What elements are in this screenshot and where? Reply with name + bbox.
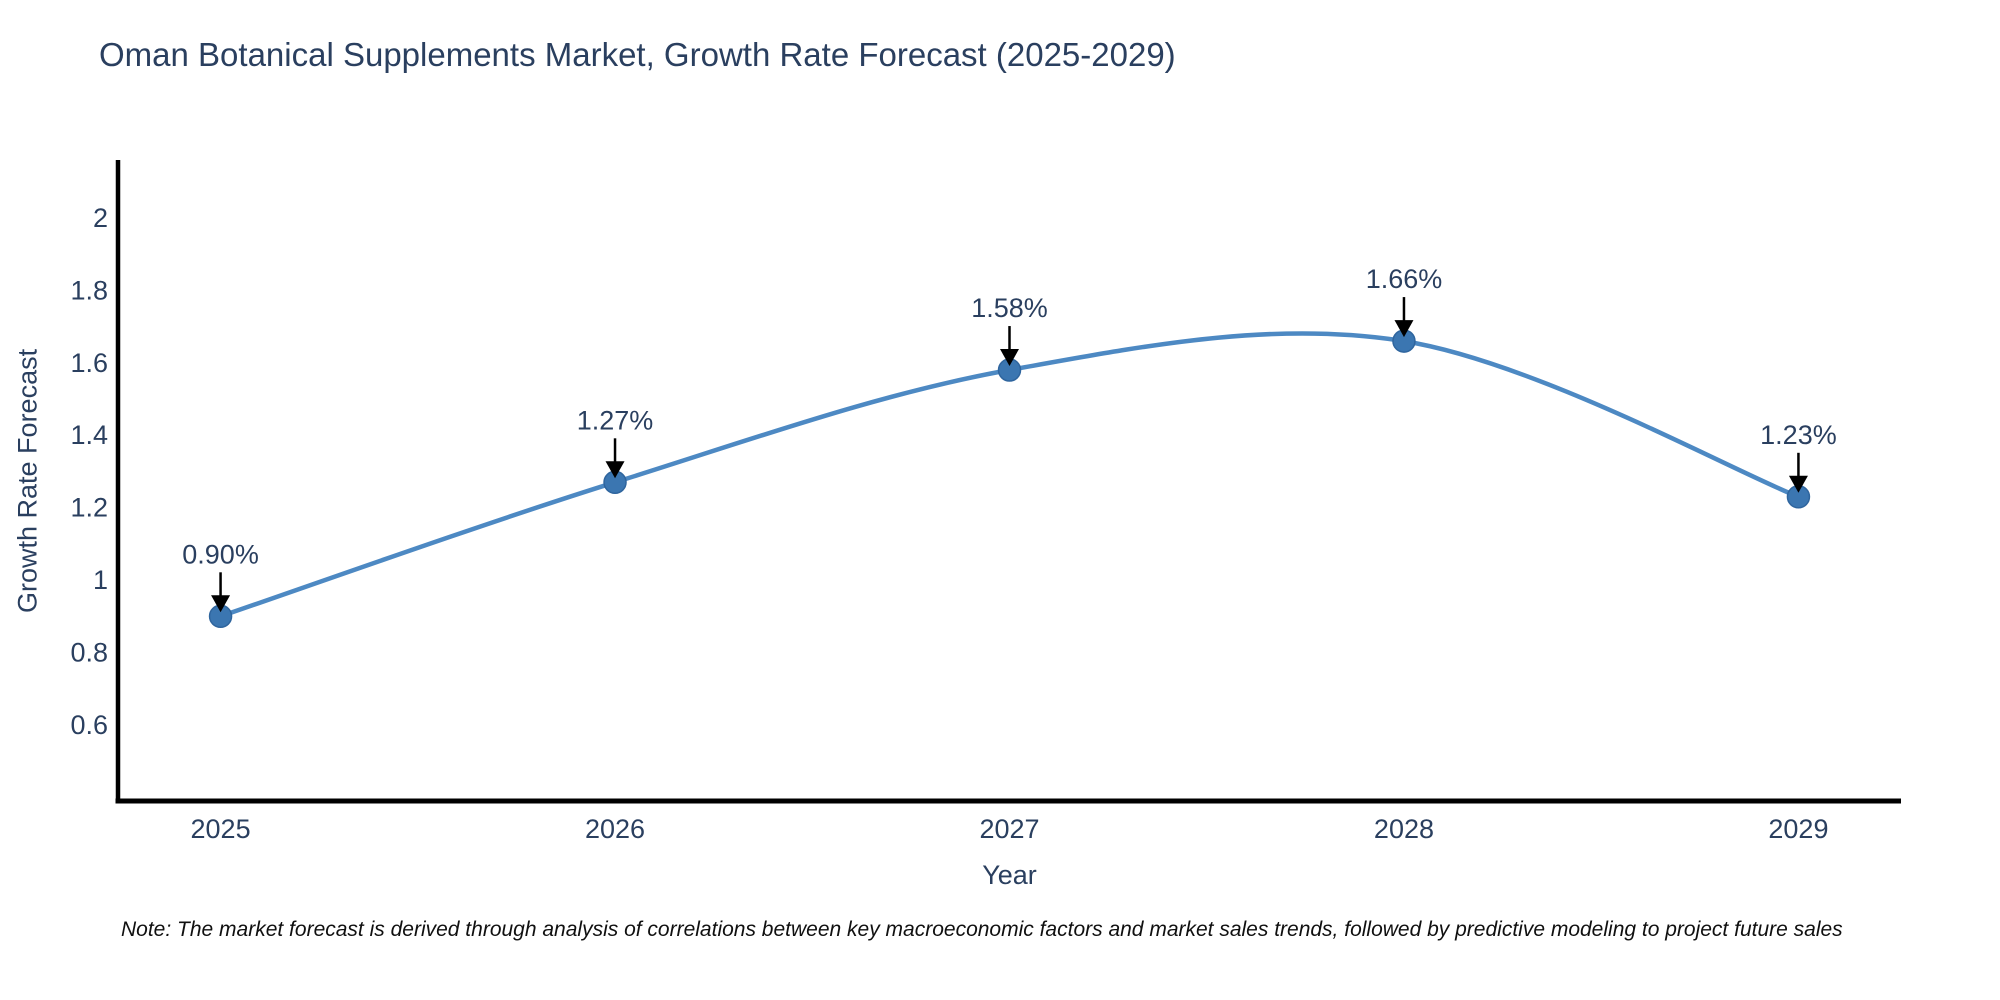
footnote: Note: The market forecast is derived thr… [121,918,1843,941]
y-tick-label: 0.8 [70,638,108,668]
x-tick-label: 2028 [1374,814,1434,844]
x-tick-label: 2029 [1768,814,1828,844]
point-annotation-label: 1.66% [1366,264,1443,294]
point-annotation-label: 0.90% [182,539,259,569]
annotation-arrowhead-icon [605,461,625,479]
y-axis-title: Growth Rate Forecast [12,348,43,613]
point-annotation-label: 1.58% [971,293,1048,323]
x-tick-label: 2026 [585,814,645,844]
x-axis-title: Year [982,860,1037,890]
y-tick-label: 1.6 [70,348,108,378]
x-tick-label: 2025 [191,814,251,844]
annotation-arrowhead-icon [1788,475,1808,493]
annotation-arrowhead-icon [211,595,231,613]
y-tick-label: 1.4 [70,420,108,450]
point-annotation-label: 1.27% [577,405,654,435]
annotation-arrowhead-icon [1000,349,1019,367]
point-annotation-label: 1.23% [1760,420,1837,450]
annotation-arrowhead-icon [1394,320,1414,338]
y-tick-label: 1 [93,565,108,595]
chart-title: Oman Botanical Supplements Market, Growt… [99,36,1176,73]
y-tick-label: 1.2 [70,493,108,523]
y-tick-label: 0.6 [70,710,108,740]
y-tick-label: 2 [93,203,108,233]
y-tick-label: 1.8 [70,275,108,305]
x-tick-label: 2027 [979,814,1039,844]
